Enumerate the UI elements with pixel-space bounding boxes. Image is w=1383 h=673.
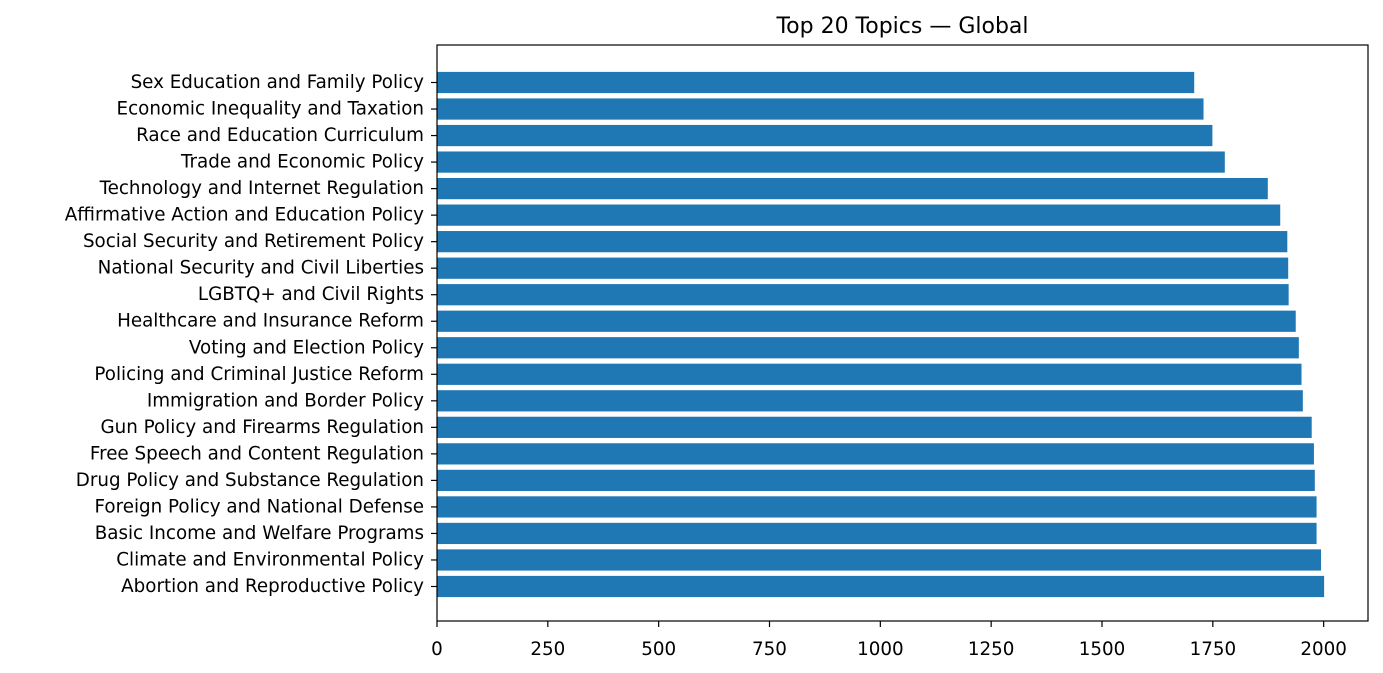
- x-tick-label: 1750: [1190, 639, 1237, 660]
- category-label: Climate and Environmental Policy: [116, 549, 424, 570]
- x-tick-label: 1250: [968, 639, 1015, 660]
- bars-group: [437, 71, 1325, 598]
- bar: [437, 257, 1289, 279]
- bar: [437, 363, 1302, 385]
- category-label: National Security and Civil Liberties: [98, 258, 424, 279]
- category-label: Basic Income and Welfare Programs: [95, 523, 424, 544]
- bar: [437, 204, 1281, 226]
- bar: [437, 310, 1296, 332]
- category-label: Economic Inequality and Taxation: [117, 99, 424, 120]
- category-label: Healthcare and Insurance Reform: [117, 311, 424, 332]
- category-label: Sex Education and Family Policy: [131, 72, 425, 93]
- category-label: Affirmative Action and Education Policy: [65, 205, 424, 226]
- x-tick-label: 500: [641, 639, 676, 660]
- bar: [437, 496, 1317, 518]
- x-tick-label: 0: [431, 639, 443, 660]
- category-label: Abortion and Reproductive Policy: [121, 576, 424, 597]
- plot-frame: [436, 44, 1369, 622]
- bar: [437, 522, 1317, 545]
- x-axis-ticks-group: 0 250 500 750 1000 1250 1500 1750 2000: [431, 621, 1347, 660]
- x-tick-label: 250: [530, 639, 565, 660]
- bar: [437, 151, 1225, 173]
- category-label: Immigration and Border Policy: [147, 390, 424, 411]
- bar: [437, 98, 1204, 120]
- bar: [437, 71, 1195, 94]
- category-labels-group: Sex Education and Family Policy Economic …: [65, 72, 437, 597]
- bar: [437, 177, 1268, 200]
- chart-title: Top 20 Topics — Global: [775, 14, 1028, 39]
- category-label: Social Security and Retirement Policy: [83, 231, 424, 252]
- category-label: Foreign Policy and National Defense: [95, 496, 424, 517]
- bar: [437, 443, 1314, 465]
- bar: [437, 284, 1289, 306]
- category-label: LGBTQ+ and Civil Rights: [198, 284, 424, 305]
- x-tick-label: 1500: [1079, 639, 1126, 660]
- x-tick-label: 750: [752, 639, 787, 660]
- x-tick-label: 1000: [857, 639, 904, 660]
- x-tick-label: 2000: [1300, 639, 1347, 660]
- category-label: Voting and Election Policy: [189, 337, 424, 358]
- category-label: Gun Policy and Firearms Regulation: [100, 417, 424, 438]
- category-label: Free Speech and Content Regulation: [90, 443, 424, 464]
- category-label: Policing and Criminal Justice Reform: [94, 364, 424, 385]
- category-label: Race and Education Curriculum: [136, 125, 424, 146]
- bar: [437, 549, 1322, 571]
- category-label: Trade and Economic Policy: [180, 152, 424, 173]
- bar: [437, 416, 1312, 438]
- bar: [437, 469, 1315, 492]
- bar: [437, 390, 1303, 412]
- category-label: Technology and Internet Regulation: [99, 178, 424, 199]
- bar: [437, 124, 1213, 147]
- bar: [437, 575, 1325, 598]
- bar: [437, 337, 1299, 359]
- bar: [437, 231, 1288, 253]
- category-label: Drug Policy and Substance Regulation: [76, 470, 424, 491]
